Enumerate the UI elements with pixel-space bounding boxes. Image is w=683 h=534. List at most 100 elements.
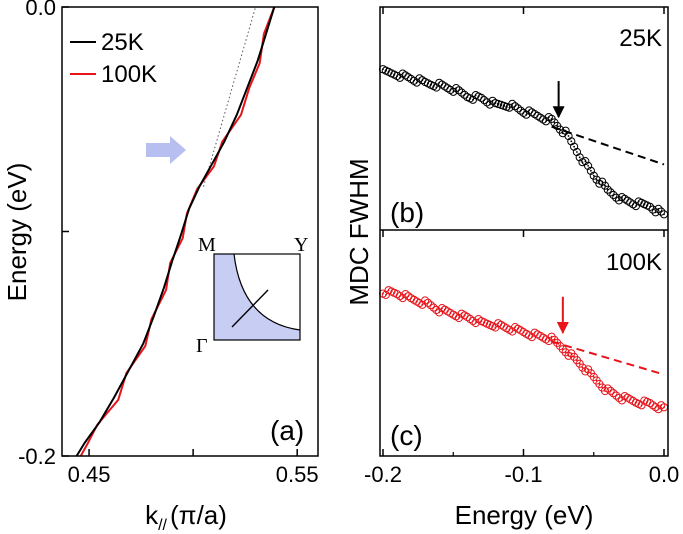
data-point	[609, 389, 618, 398]
inset-frame	[213, 253, 301, 341]
data-point	[454, 86, 463, 95]
data-point-center	[576, 151, 578, 153]
series-line-25k	[75, 6, 276, 457]
panel-a-x-axis-title: k//(π/a)	[145, 500, 227, 534]
data-point	[586, 166, 596, 175]
data-point	[648, 401, 657, 410]
data-point-center	[578, 156, 581, 159]
data-point	[423, 298, 433, 307]
data-point-center	[384, 294, 387, 296]
panel-a: 0.0 -0.2 0.45 0.55 25K 100K M Y Γ (a) Energ…	[2, 0, 319, 534]
panel-b-tag: (b)	[390, 197, 424, 228]
data-point	[393, 290, 402, 299]
panel-c-tag: (c)	[390, 420, 423, 451]
data-point	[603, 185, 612, 194]
bc-x-axis-title: Energy (eV)	[455, 500, 594, 530]
bc-x-tick-label: 0.0	[649, 462, 680, 487]
data-point-center	[435, 86, 438, 89]
data-point	[544, 336, 553, 346]
data-point	[606, 386, 615, 395]
data-point-center	[604, 184, 606, 187]
panel-b-temperature: 25K	[619, 25, 662, 52]
data-point-center	[531, 336, 533, 338]
data-point-center	[573, 145, 575, 148]
inset-label-m: M	[198, 234, 216, 256]
a-y-tick-label: -0.2	[18, 444, 56, 469]
data-point	[510, 102, 520, 111]
data-point-center	[494, 326, 497, 329]
data-point	[651, 403, 660, 412]
x-title-sub: //	[158, 517, 167, 534]
data-point	[603, 384, 612, 393]
data-point	[421, 296, 430, 305]
data-point-center	[584, 160, 587, 163]
panel-a-tag: (a)	[270, 415, 304, 446]
data-point	[657, 401, 666, 410]
data-point	[581, 367, 590, 376]
data-point-center	[567, 135, 570, 137]
data-point-center	[458, 317, 460, 319]
a-y-tick-label: 0.0	[25, 0, 56, 20]
data-point	[480, 96, 489, 105]
data-point	[564, 351, 573, 360]
data-point	[648, 205, 657, 214]
panel-a-y-axis-title: Energy (eV)	[2, 163, 32, 302]
legend-label-100k: 100K	[101, 61, 157, 88]
data-point	[418, 300, 427, 309]
data-point-center	[472, 98, 474, 101]
data-point	[609, 190, 618, 200]
data-point	[614, 393, 624, 403]
data-point-center	[595, 178, 598, 181]
bc-x-tick-label: -0.1	[505, 462, 543, 487]
data-point	[595, 179, 604, 188]
inset-fill	[214, 254, 300, 340]
data-point	[645, 202, 655, 211]
data-point-center	[570, 140, 573, 143]
data-point-center	[601, 180, 604, 183]
data-point	[426, 301, 435, 310]
data-point-center	[587, 165, 589, 167]
data-point-center	[663, 213, 665, 216]
data-point	[575, 153, 584, 162]
data-point-center	[592, 174, 595, 177]
data-point	[600, 386, 610, 396]
data-point-center	[635, 205, 637, 208]
data-point	[468, 316, 477, 326]
data-point-center	[587, 368, 589, 371]
cut-line	[231, 289, 269, 328]
data-point	[482, 98, 492, 107]
data-point	[581, 157, 590, 166]
data-point	[522, 110, 531, 119]
data-point	[404, 292, 413, 301]
data-point	[654, 204, 663, 213]
x-title-k: k	[145, 500, 159, 530]
data-point	[606, 188, 615, 197]
data-point	[463, 312, 472, 322]
legend-label-25k: 25K	[101, 29, 144, 56]
inset-label-y: Y	[294, 234, 308, 256]
data-point-center	[545, 120, 547, 123]
data-point-center	[421, 303, 424, 306]
data-point-center	[415, 81, 418, 84]
data-point-center	[401, 297, 404, 299]
data-point-center	[399, 76, 401, 79]
panel-c-temperature: 100K	[606, 249, 662, 276]
x-title-units: (π/a)	[170, 500, 227, 530]
a-x-tick-label: 0.55	[276, 462, 319, 487]
data-point	[429, 303, 438, 312]
data-point	[432, 305, 441, 315]
data-point	[466, 314, 475, 324]
series-line-100k	[79, 6, 276, 457]
data-point	[584, 161, 593, 170]
data-point-center	[590, 169, 592, 172]
data-point-center	[578, 362, 581, 365]
data-point	[395, 73, 404, 82]
data-point	[508, 99, 517, 109]
data-point	[412, 78, 421, 87]
data-point	[460, 90, 469, 99]
data-point-center	[663, 406, 665, 409]
data-point	[541, 117, 551, 126]
data-point-center	[525, 113, 528, 116]
bc-y-axis-title: MDC FWHM	[344, 158, 374, 305]
